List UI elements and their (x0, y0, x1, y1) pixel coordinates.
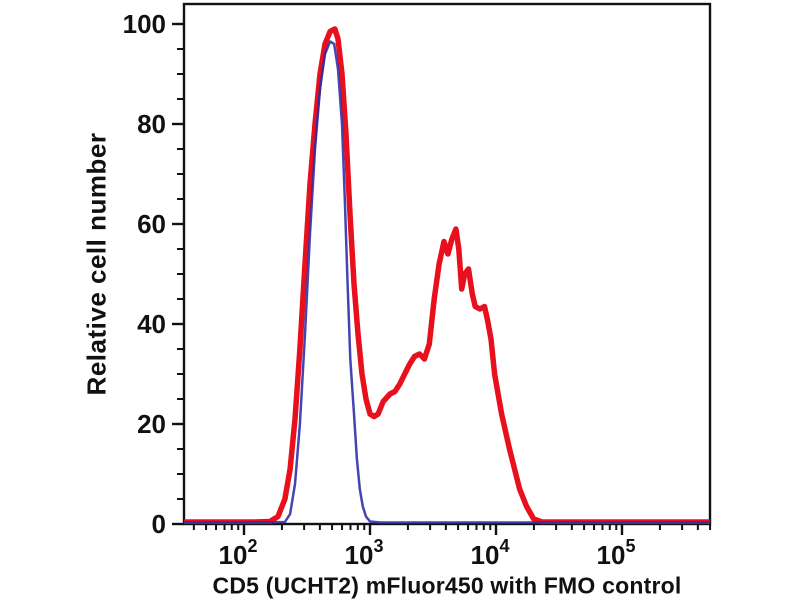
y-axis-title: Relative cell number (81, 132, 112, 396)
blue-fmo-curve (184, 40, 710, 524)
x-tick-label: 102 (219, 536, 258, 570)
y-tick-label: 100 (123, 9, 166, 39)
axis-ticks (172, 22, 712, 535)
y-tick-label: 40 (137, 309, 166, 339)
x-axis-title: CD5 (UCHT2) mFluor450 with FMO control (212, 572, 682, 599)
red-test-curve (184, 26, 710, 524)
x-tick-label: 105 (597, 536, 636, 570)
y-tick-label: 20 (137, 409, 166, 439)
y-tick-label: 0 (152, 509, 166, 539)
axis-tick-labels: 102 103 104 105 0 20 40 60 80 100 (123, 9, 636, 570)
y-tick-label: 60 (137, 209, 166, 239)
histogram-curves (184, 26, 710, 524)
x-tick-label: 103 (345, 536, 384, 570)
y-tick-label: 80 (137, 109, 166, 139)
x-tick-label: 104 (471, 536, 510, 570)
plot-border (182, 2, 712, 526)
